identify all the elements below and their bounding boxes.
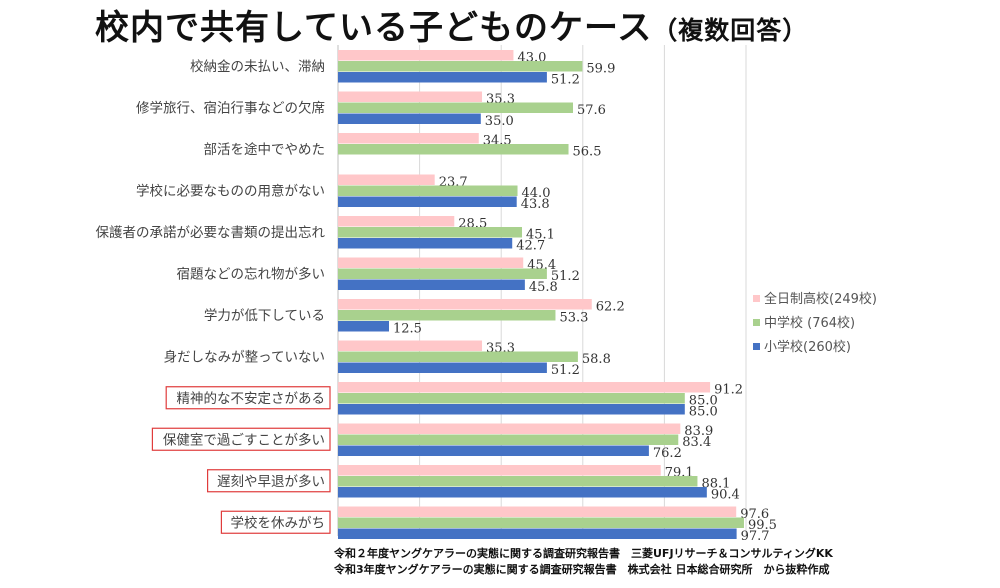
bar bbox=[338, 72, 547, 83]
data-label: 90.4 bbox=[711, 488, 740, 503]
highlight-box bbox=[151, 427, 331, 451]
bar bbox=[338, 487, 707, 498]
bar bbox=[338, 382, 711, 393]
bar bbox=[338, 50, 514, 61]
bar bbox=[338, 351, 578, 362]
data-label: 53.3 bbox=[559, 311, 588, 326]
data-label: 97.7 bbox=[741, 529, 770, 544]
highlight-box bbox=[165, 386, 331, 410]
category-label: 学校に必要なものの用意がない bbox=[136, 182, 325, 199]
chart-title: 校内で共有している子どものケース（複数回答） bbox=[95, 0, 808, 49]
bar bbox=[338, 393, 685, 404]
bar bbox=[338, 517, 744, 528]
data-label: 83.4 bbox=[682, 435, 711, 450]
data-label: 99.5 bbox=[748, 518, 777, 533]
bar bbox=[338, 476, 698, 487]
data-label: 45.1 bbox=[526, 228, 555, 243]
data-label: 12.5 bbox=[393, 322, 422, 337]
data-label: 43.8 bbox=[521, 197, 550, 212]
highlight-box bbox=[207, 469, 331, 493]
data-label: 62.2 bbox=[596, 300, 625, 315]
category-label: 修学旅行、宿泊行事などの欠席 bbox=[136, 99, 325, 116]
data-label: 85.0 bbox=[689, 405, 718, 420]
data-label: 97.6 bbox=[740, 507, 769, 522]
data-label: 42.7 bbox=[516, 239, 545, 254]
bar bbox=[338, 434, 679, 445]
data-label: 45.8 bbox=[529, 280, 558, 295]
bar bbox=[338, 404, 685, 415]
title-main: 校内で共有している子どものケース bbox=[95, 8, 653, 48]
bar bbox=[338, 257, 524, 268]
bar bbox=[338, 362, 547, 373]
category-label: 精神的な不安定さがある bbox=[177, 391, 326, 407]
data-label: 58.8 bbox=[582, 352, 611, 367]
title-suffix: （複数回答） bbox=[652, 16, 809, 45]
category-label: 学校を休みがち bbox=[231, 514, 326, 531]
category-label: 校納金の未払い、滞納 bbox=[190, 58, 325, 75]
bar bbox=[338, 133, 479, 144]
bar bbox=[338, 310, 556, 321]
data-label: 59.9 bbox=[586, 62, 615, 77]
bar bbox=[338, 321, 389, 332]
data-label: 51.2 bbox=[551, 269, 580, 284]
data-label: 56.5 bbox=[573, 145, 602, 160]
legend-swatch bbox=[753, 319, 760, 326]
bar bbox=[338, 196, 517, 207]
bar bbox=[338, 268, 547, 279]
legend-label: 中学校 (764校) bbox=[764, 315, 855, 331]
bar bbox=[338, 113, 481, 124]
bar bbox=[338, 61, 583, 72]
category-label: 宿題などの忘れ物が多い bbox=[177, 265, 326, 282]
data-label: 91.2 bbox=[714, 383, 743, 398]
bar bbox=[338, 445, 649, 456]
data-label: 88.1 bbox=[701, 477, 730, 492]
category-label: 保健室で過ごすことが多い bbox=[163, 431, 325, 448]
data-label: 51.2 bbox=[551, 73, 580, 88]
bar bbox=[338, 340, 483, 351]
bar bbox=[338, 144, 569, 155]
data-label: 76.2 bbox=[653, 446, 682, 461]
bar bbox=[338, 227, 523, 238]
legend-swatch bbox=[753, 295, 760, 302]
bar bbox=[338, 238, 513, 249]
bar bbox=[338, 299, 592, 310]
data-label: 83.9 bbox=[684, 424, 713, 439]
bar bbox=[338, 423, 681, 434]
bar bbox=[338, 91, 483, 102]
bar bbox=[338, 528, 737, 539]
data-label: 44.0 bbox=[522, 186, 551, 201]
bar bbox=[338, 102, 574, 113]
data-label: 85.0 bbox=[689, 394, 718, 409]
category-label: 学力が低下している bbox=[204, 308, 325, 324]
bar bbox=[338, 185, 518, 196]
legend-label: 小学校(260校) bbox=[764, 339, 851, 355]
bar bbox=[338, 216, 455, 227]
bar bbox=[338, 506, 737, 517]
bar bbox=[338, 465, 661, 476]
data-label: 57.6 bbox=[577, 103, 606, 118]
source-line-2: 令和3年度ヤングケアラーの実態に関する調査研究報告書 株式会社 日本総合研究所 … bbox=[334, 563, 830, 576]
legend-swatch bbox=[753, 343, 760, 350]
source-note: 令和２年度ヤングケアラーの実態に関する調査研究報告書 三菱UFJリサーチ＆コンサ… bbox=[334, 546, 833, 578]
highlight-box bbox=[220, 510, 331, 534]
category-label: 部活を途中でやめた bbox=[204, 141, 326, 158]
data-label: 51.2 bbox=[551, 363, 580, 378]
bar bbox=[338, 279, 525, 290]
category-label: 身だしなみが整っていない bbox=[164, 349, 325, 365]
category-label: 保護者の承諾が必要な書類の提出忘れ bbox=[96, 225, 326, 241]
bar bbox=[338, 174, 435, 185]
source-line-1: 令和２年度ヤングケアラーの実態に関する調査研究報告書 三菱UFJリサーチ＆コンサ… bbox=[334, 547, 833, 560]
category-label: 遅刻や早退が多い bbox=[217, 473, 325, 490]
data-label: 35.0 bbox=[485, 114, 514, 129]
legend-label: 全日制高校(249校) bbox=[764, 291, 877, 307]
